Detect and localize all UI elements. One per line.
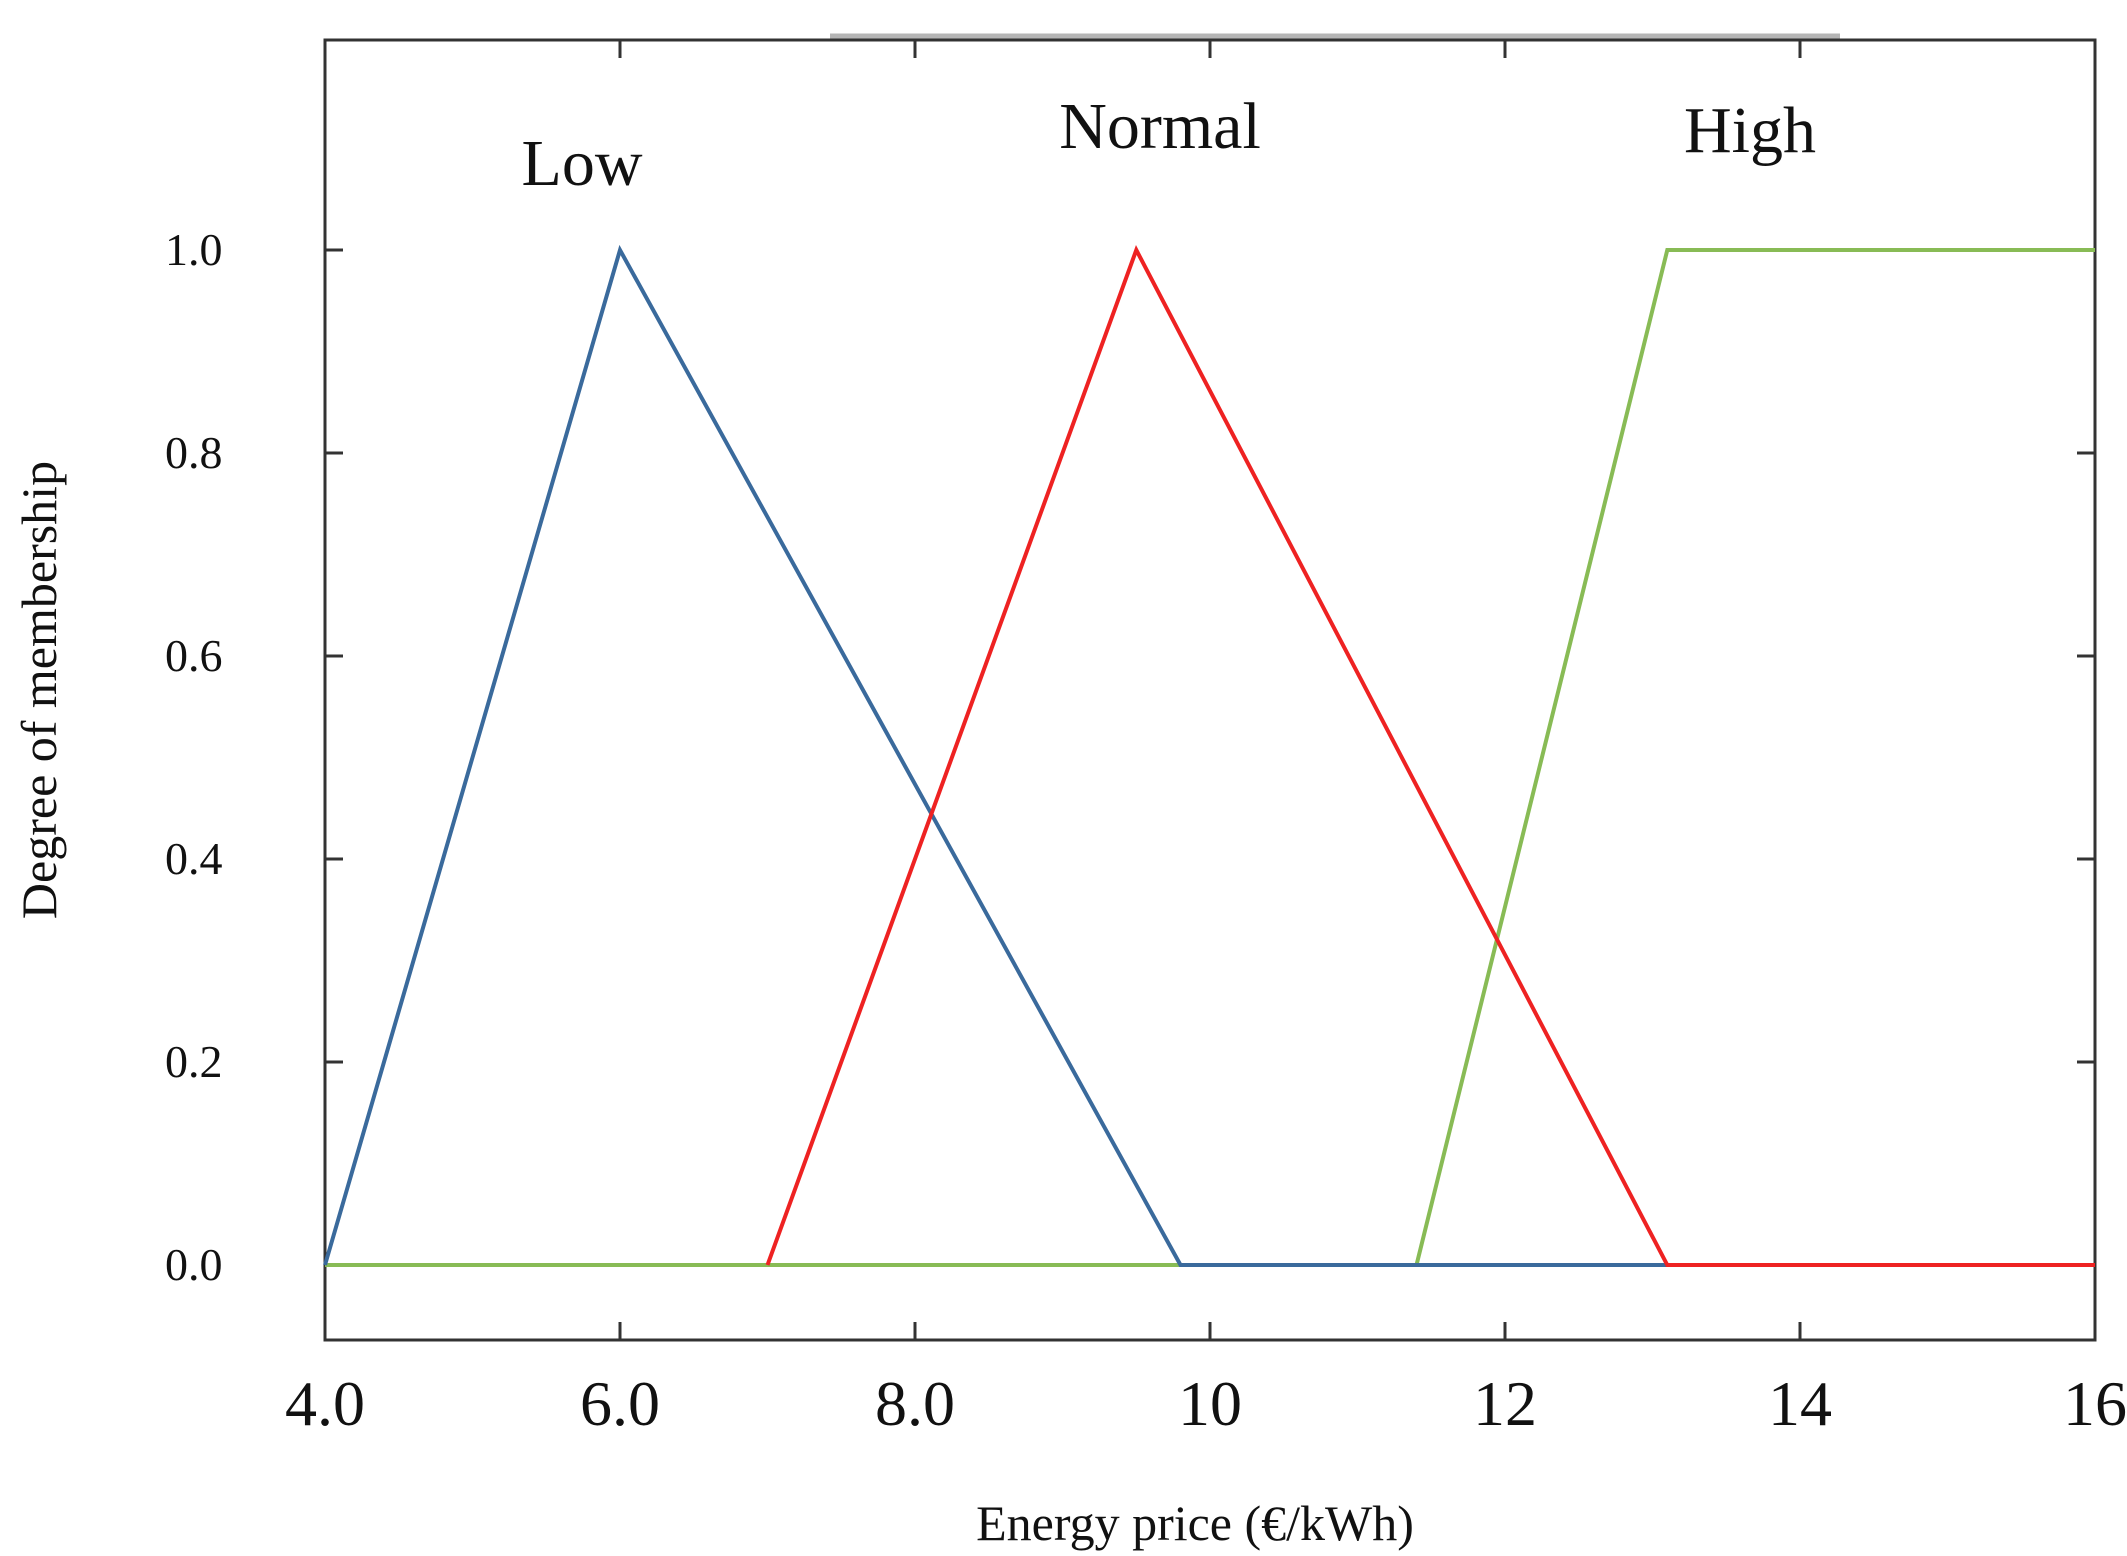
x-tick-label-0: 4.0	[285, 1368, 365, 1439]
x-tick-label-1: 6.0	[580, 1368, 660, 1439]
axis-ticks	[323, 40, 2097, 1340]
series-line-normal	[765, 245, 2095, 1267]
y-tick-label-2: 0.4	[165, 833, 223, 884]
y-tick-label-0: 0.0	[165, 1239, 223, 1290]
y-tick-label-3: 0.6	[165, 630, 223, 681]
series-label-normal: Normal	[1059, 90, 1261, 163]
x-tick-label-6: 16	[2063, 1368, 2127, 1439]
x-tick-label-4: 12	[1473, 1368, 1537, 1439]
series-label-low: Low	[522, 127, 643, 200]
y-tick-label-4: 0.8	[165, 427, 223, 478]
y-tick-label-5: 1.0	[165, 224, 223, 275]
tick-labels: 4.0 6.0 8.0 10 12 14 16 0.0 0.2 0.4 0.6 0.8 1.0	[165, 224, 2127, 1439]
x-tick-label-3: 10	[1178, 1368, 1242, 1439]
x-axis-title: Energy price (€/kWh)	[976, 1495, 1414, 1551]
y-axis-title: Degree of membership	[11, 461, 67, 919]
series-label-high: High	[1684, 94, 1816, 167]
series-line-low	[323, 244, 1668, 1267]
y-tick-label-1: 0.2	[165, 1036, 223, 1087]
series-line-high	[325, 248, 2095, 1267]
x-tick-label-5: 14	[1768, 1368, 1832, 1439]
plot-frame	[323, 38, 2097, 1342]
x-tick-label-2: 8.0	[875, 1368, 955, 1439]
series-layer	[323, 244, 2095, 1267]
